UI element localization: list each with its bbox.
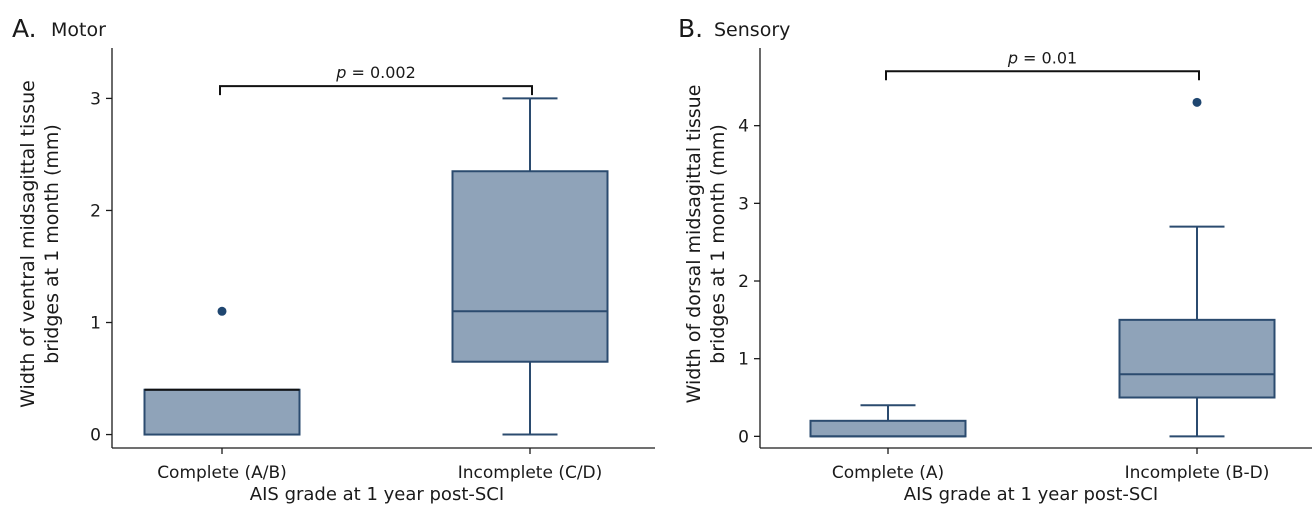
panel-a-motor: A. Motor Width of ventral midsagittal ti… <box>12 14 655 505</box>
panel-b-title: Sensory <box>714 19 791 41</box>
pb-y-tick-label: 0 <box>738 427 749 447</box>
pb-y-tick-label: 2 <box>738 272 749 292</box>
pa-p-value-label: p = 0.002 <box>335 63 416 82</box>
pb-y-tick-label: 3 <box>738 194 749 214</box>
pa-x-tick-label: Complete (A/B) <box>157 463 287 483</box>
pa-box <box>143 388 301 436</box>
panel-a-plot: 0 1 2 3 Complete (A/B) Incomplete (C/D) p = 0.… <box>90 48 655 483</box>
pb-x-tick-label: Incomplete (B-D) <box>1125 463 1270 483</box>
panel-a-x-axis-title: AIS grade at 1 year post-SCI <box>249 484 505 505</box>
panel-b-sensory: B. Sensory Width of dorsal midsagittal t… <box>666 0 1312 516</box>
pa-y-tick-label: 3 <box>90 89 101 109</box>
panel-a-letter: A. <box>12 14 37 43</box>
pb-significance-bracket <box>885 70 1200 81</box>
panel-b-plot: 0 1 2 3 4 Complete (A) Incomplete (B-D) p = 0.0… <box>738 48 1312 483</box>
pb-box <box>809 419 967 438</box>
pb-y-tick-label: 1 <box>738 350 749 370</box>
pb-outlier-point <box>1192 97 1202 107</box>
panel-b-letter: B. <box>678 14 704 43</box>
pa-significance-bracket <box>219 85 533 96</box>
pa-box <box>451 170 609 363</box>
pa-x-tick-label: Incomplete (C/D) <box>458 463 603 483</box>
pa-outlier-point <box>217 306 227 316</box>
pb-p-value-label: p = 0.01 <box>1007 48 1077 67</box>
panel-b-x-axis-title: AIS grade at 1 year post-SCI <box>903 484 1159 505</box>
pb-x-tick-label: Complete (A) <box>832 463 944 483</box>
pa-y-tick-label: 0 <box>90 426 101 446</box>
pb-y-tick-label: 4 <box>738 117 749 137</box>
pb-box <box>1118 318 1276 399</box>
pa-y-tick-label: 2 <box>90 201 101 221</box>
panel-a-title: Motor <box>51 19 106 41</box>
pa-y-tick-label: 1 <box>90 314 101 334</box>
